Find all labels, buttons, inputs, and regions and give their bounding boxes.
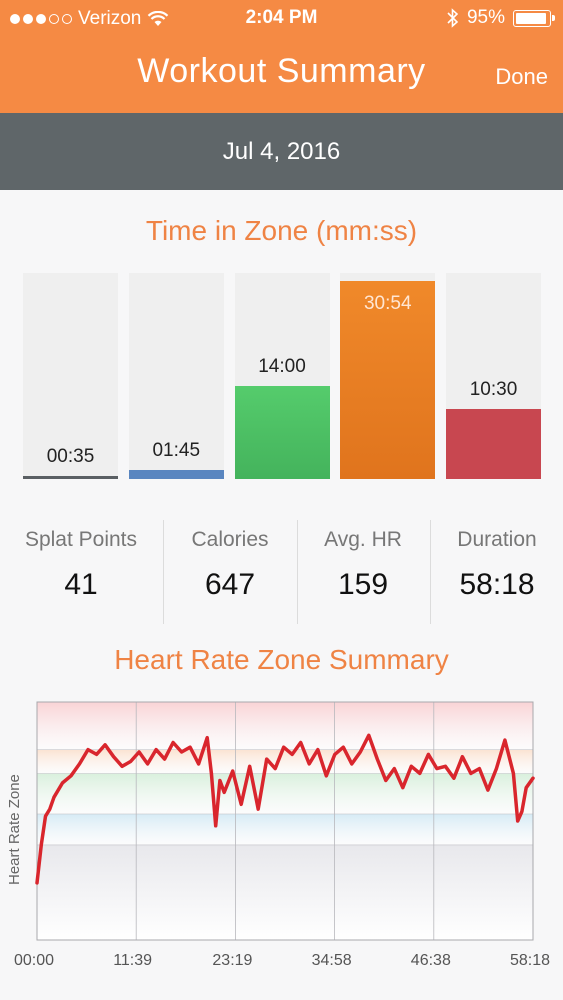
zone-column-3: 14:00 (234, 273, 330, 479)
stat-calories: Calories 647 (163, 520, 297, 624)
page-title: Workout Summary (137, 52, 426, 90)
hr-chart-ylabel: Heart Rate Zone (6, 774, 23, 885)
signal-strength-icon (10, 14, 72, 24)
x-tick-label: 46:38 (410, 952, 451, 969)
workout-date: Jul 4, 2016 (0, 113, 563, 190)
done-button[interactable]: Done (495, 64, 548, 89)
status-bar: Verizon 2:04 PM 95% (0, 0, 563, 38)
zone-bar-5 (446, 408, 541, 479)
carrier-group: Verizon (10, 8, 169, 30)
zone-column-1: 00:35 (23, 273, 118, 479)
zone-bar-2 (128, 469, 224, 479)
time-in-zone-chart: 00:35 01:45 14:00 30:54 10:30 (23, 273, 541, 479)
time-in-zone-title: Time in Zone (mm:ss) (145, 215, 418, 246)
stat-divider (163, 520, 164, 624)
stat-label: Splat Points (24, 528, 138, 551)
x-tick-label: 58:18 (510, 952, 551, 969)
battery-fill (516, 12, 547, 24)
workout-stats: Splat Points 41 Calories 647 Avg. HR 159 Durat… (0, 520, 563, 624)
zone-time-label-4: 30:54 (363, 293, 412, 315)
zone-time-label-5: 10:30 (469, 378, 518, 400)
x-tick-label: 00:00 (14, 952, 55, 969)
zone-column-4: 30:54 (340, 273, 436, 479)
stat-label: Avg. HR (324, 528, 402, 551)
stat-value: 647 (204, 568, 256, 601)
battery-icon (513, 9, 555, 27)
zone-column-5: 10:30 (446, 273, 541, 479)
zone-time-label-2: 01:45 (152, 439, 201, 461)
zone-time-label-3: 14:00 (258, 356, 306, 378)
stat-avg-hr: Avg. HR 159 (296, 520, 430, 624)
carrier-name: Verizon (78, 8, 142, 29)
stat-value: 41 (64, 568, 98, 601)
battery-percent: 95% (466, 7, 505, 28)
x-tick-label: 23:19 (212, 952, 253, 969)
stat-duration: Duration 58:18 (430, 520, 563, 624)
stat-label: Calories (191, 528, 269, 551)
stat-value: 159 (337, 568, 389, 601)
stat-divider (297, 520, 298, 624)
zone-column-2: 01:45 (128, 273, 224, 479)
status-right: 95% (447, 7, 555, 29)
zone-bar-4 (340, 281, 436, 479)
zone-bar-1 (23, 476, 118, 479)
stat-label: Duration (457, 528, 537, 551)
hr-zone-summary-title: Heart Rate Zone Summary (114, 644, 449, 675)
x-tick-label: 11:39 (113, 952, 153, 969)
zone-bar-3 (234, 386, 330, 479)
stat-divider (430, 520, 431, 624)
status-time: 2:04 PM (245, 7, 318, 28)
nav-header: Verizon 2:04 PM 95% Workout Summary Done (0, 0, 563, 113)
wifi-icon (148, 11, 169, 26)
stat-splat-points: Splat Points 41 (14, 520, 148, 624)
zone-time-label-1: 00:35 (46, 446, 95, 467)
x-tick-label: 34:58 (311, 952, 352, 969)
bluetooth-icon (447, 8, 459, 28)
stat-value: 58:18 (459, 568, 535, 601)
